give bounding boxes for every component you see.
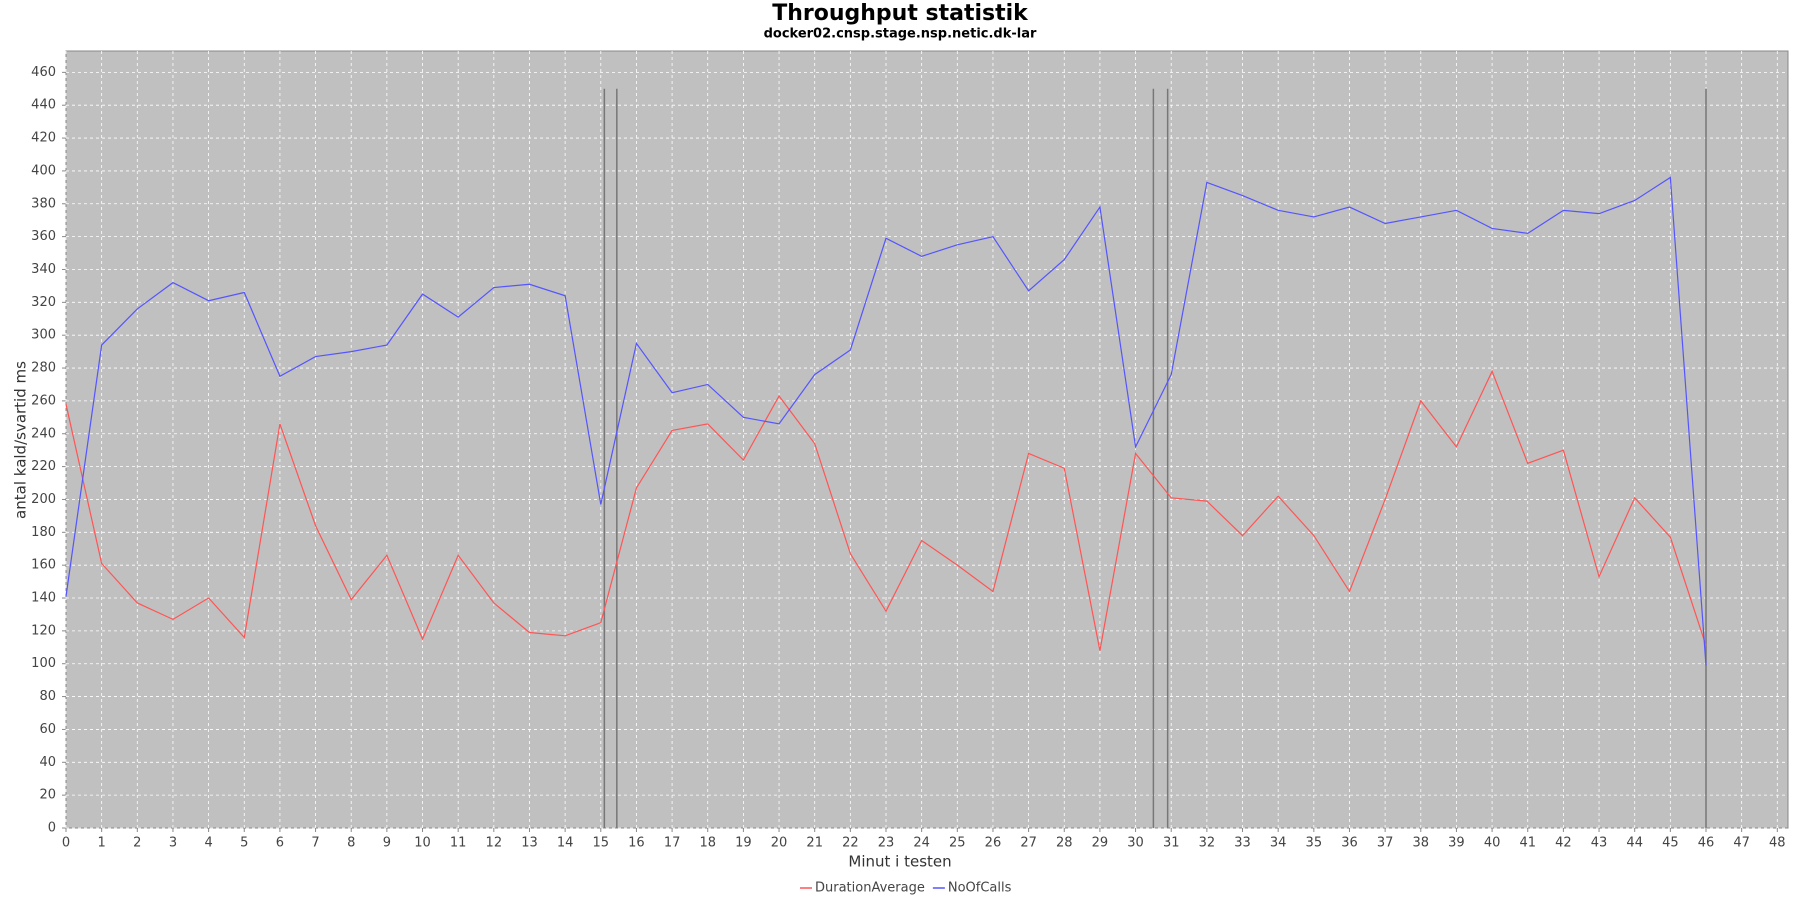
y-tick-label: 0 <box>48 821 56 836</box>
x-tick-label: 22 <box>842 836 859 851</box>
y-tick-label: 180 <box>31 525 56 540</box>
x-tick-label: 1 <box>98 836 106 851</box>
y-tick-label: 220 <box>31 459 56 474</box>
x-tick-label: 34 <box>1270 836 1287 851</box>
x-tick-label: 47 <box>1733 836 1750 851</box>
y-tick-label: 20 <box>39 788 56 803</box>
plot-area <box>65 50 1789 829</box>
y-tick-label: 40 <box>39 755 56 770</box>
x-tick-label: 43 <box>1591 836 1608 851</box>
series-line <box>65 369 1707 651</box>
x-tick-label: 30 <box>1127 836 1144 851</box>
x-tick-label: 16 <box>628 836 645 851</box>
x-tick-label: 25 <box>949 836 966 851</box>
x-tick-label: 23 <box>878 836 895 851</box>
chart-subtitle: docker02.cnsp.stage.nsp.netic.dk-lar <box>764 27 1037 42</box>
y-tick-label: 160 <box>31 558 56 573</box>
x-tick-label: 42 <box>1555 836 1572 851</box>
legend-label: NoOfCalls <box>948 881 1012 896</box>
x-tick-label: 33 <box>1234 836 1251 851</box>
x-tick-label: 32 <box>1199 836 1216 851</box>
x-tick-label: 7 <box>311 836 319 851</box>
y-tick-label: 340 <box>31 262 56 277</box>
chart-title: Throughput statistik <box>772 1 1029 26</box>
x-tick-label: 19 <box>735 836 752 851</box>
y-tick-label: 440 <box>31 98 56 113</box>
x-tick-label: 28 <box>1056 836 1073 851</box>
y-tick-label: 380 <box>31 196 56 211</box>
legend-label: DurationAverage <box>815 881 925 896</box>
x-tick-label: 27 <box>1020 836 1037 851</box>
y-tick-label: 320 <box>31 295 56 310</box>
x-tick-label: 13 <box>521 836 538 851</box>
y-tick-label: 300 <box>31 328 56 343</box>
x-tick-label: 6 <box>276 836 284 851</box>
x-tick-label: 35 <box>1306 836 1323 851</box>
x-tick-label: 8 <box>347 836 355 851</box>
x-tick-label: 24 <box>913 836 930 851</box>
y-tick-label: 280 <box>31 361 56 376</box>
x-tick-label: 20 <box>771 836 788 851</box>
y-tick-label: 120 <box>31 623 56 638</box>
x-tick-label: 26 <box>985 836 1002 851</box>
x-tick-label: 2 <box>133 836 141 851</box>
series-line <box>65 176 1707 666</box>
x-tick-label: 18 <box>699 836 716 851</box>
x-tick-label: 40 <box>1484 836 1501 851</box>
x-tick-label: 44 <box>1626 836 1643 851</box>
y-tick-label: 60 <box>39 722 56 737</box>
x-tick-label: 45 <box>1662 836 1679 851</box>
x-tick-label: 14 <box>557 836 574 851</box>
x-tick-label: 31 <box>1163 836 1180 851</box>
x-tick-label: 48 <box>1769 836 1786 851</box>
x-tick-label: 41 <box>1519 836 1536 851</box>
x-axis-label: Minut i testen <box>848 853 951 871</box>
x-tick-label: 9 <box>383 836 391 851</box>
x-tick-label: 3 <box>169 836 177 851</box>
x-tick-label: 36 <box>1341 836 1358 851</box>
x-tick-label: 39 <box>1448 836 1465 851</box>
x-tick-label: 29 <box>1092 836 1109 851</box>
y-tick-label: 260 <box>31 393 56 408</box>
y-tick-label: 140 <box>31 591 56 606</box>
y-tick-label: 460 <box>31 65 56 80</box>
x-tick-label: 15 <box>593 836 610 851</box>
x-tick-label: 5 <box>240 836 248 851</box>
x-tick-label: 46 <box>1698 836 1715 851</box>
y-tick-label: 360 <box>31 229 56 244</box>
x-tick-label: 17 <box>664 836 681 851</box>
x-tick-label: 38 <box>1413 836 1430 851</box>
y-tick-label: 420 <box>31 131 56 146</box>
y-tick-label: 100 <box>31 656 56 671</box>
y-tick-label: 200 <box>31 492 56 507</box>
y-tick-label: 80 <box>39 689 56 704</box>
y-axis-label: antal kald/svartid ms <box>12 361 30 519</box>
x-tick-label: 12 <box>486 836 503 851</box>
x-tick-label: 0 <box>62 836 70 851</box>
y-tick-label: 400 <box>31 163 56 178</box>
x-tick-label: 37 <box>1377 836 1394 851</box>
x-tick-label: 10 <box>414 836 431 851</box>
x-tick-label: 21 <box>806 836 823 851</box>
x-tick-label: 11 <box>450 836 467 851</box>
y-tick-label: 240 <box>31 426 56 441</box>
x-tick-label: 4 <box>204 836 212 851</box>
